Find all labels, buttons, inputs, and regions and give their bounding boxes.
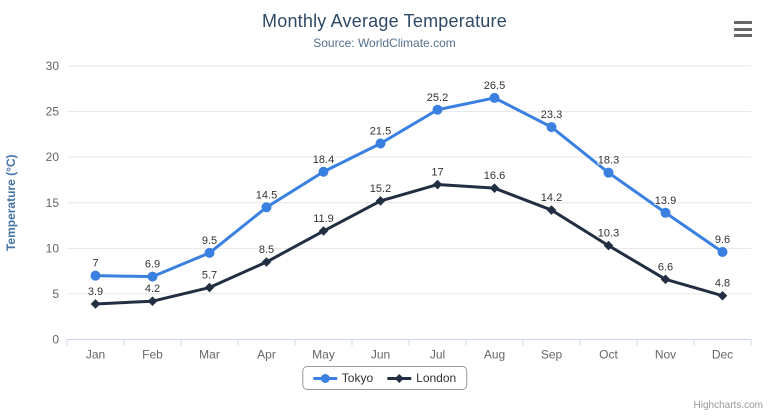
y-axis-label: 10 — [46, 241, 60, 255]
data-label: 8.5 — [259, 244, 274, 256]
tokyo-series-marker-icon — [312, 372, 337, 385]
hamburger-icon — [734, 21, 752, 24]
y-axis-label: 25 — [46, 105, 60, 119]
data-point-tokyo[interactable] — [90, 270, 101, 281]
data-label: 14.2 — [541, 192, 562, 204]
data-label: 5.7 — [202, 270, 217, 282]
data-label: 16.6 — [484, 170, 505, 182]
data-label: 7 — [92, 258, 98, 270]
x-axis-label: Jun — [371, 348, 390, 362]
data-point-london[interactable] — [489, 183, 500, 193]
data-label: 23.3 — [541, 109, 562, 121]
data-point-london[interactable] — [717, 290, 728, 301]
data-point-london[interactable] — [546, 205, 557, 215]
data-point-london[interactable] — [318, 226, 329, 236]
data-label: 4.8 — [715, 278, 730, 290]
data-label: 6.9 — [145, 259, 160, 271]
legend-label-london: London — [416, 371, 457, 385]
data-point-tokyo[interactable] — [432, 104, 443, 115]
data-label: 3.9 — [88, 286, 103, 298]
chart-subtitle: Source: WorldClimate.com — [313, 36, 456, 50]
x-axis-label: Apr — [257, 348, 276, 362]
london-series-marker-icon — [387, 372, 412, 385]
legend-label-tokyo: Tokyo — [341, 371, 374, 385]
data-point-tokyo[interactable] — [489, 92, 500, 103]
data-label: 26.5 — [484, 80, 505, 92]
data-label: 25.2 — [427, 92, 448, 104]
series-line-london — [94, 183, 724, 306]
data-point-london[interactable] — [432, 179, 443, 190]
data-point-tokyo[interactable] — [603, 167, 614, 178]
data-label: 21.5 — [370, 125, 391, 137]
data-point-london[interactable] — [147, 296, 158, 307]
data-point-london[interactable] — [261, 257, 272, 267]
data-label: 18.4 — [313, 154, 334, 166]
data-point-london[interactable] — [204, 282, 215, 293]
data-point-tokyo[interactable] — [546, 122, 557, 133]
data-point-london[interactable] — [375, 196, 386, 206]
x-axis-label: Sep — [541, 348, 563, 362]
hamburger-icon — [734, 27, 752, 31]
data-label: 10.3 — [598, 228, 619, 240]
legend-item-london[interactable]: London — [387, 371, 456, 385]
data-point-tokyo[interactable] — [147, 271, 158, 282]
data-point-london[interactable] — [660, 274, 671, 285]
data-label: 6.6 — [658, 261, 673, 273]
y-axis-label: 5 — [52, 287, 59, 301]
legend: Tokyo London — [301, 366, 468, 390]
data-label: 9.5 — [202, 235, 217, 247]
data-label: 9.6 — [715, 234, 730, 246]
data-label: 4.2 — [145, 283, 160, 295]
data-point-tokyo[interactable] — [318, 166, 329, 177]
x-axis-label: Aug — [484, 348, 505, 362]
credits-link[interactable]: Highcharts.com — [693, 400, 763, 411]
data-point-tokyo[interactable] — [204, 247, 215, 258]
hamburger-menu-button[interactable] — [734, 20, 754, 38]
series-line-tokyo — [94, 96, 724, 279]
x-axis-label: Jan — [86, 348, 105, 362]
x-axis-label: Jul — [430, 348, 445, 362]
data-point-tokyo[interactable] — [261, 202, 272, 213]
y-axis-label: 15 — [46, 196, 60, 210]
x-axis-label: May — [312, 348, 335, 362]
y-axis-label: 20 — [46, 150, 60, 164]
data-point-london[interactable] — [603, 240, 614, 251]
data-label: 13.9 — [655, 195, 676, 207]
data-point-london[interactable] — [90, 299, 101, 309]
y-axis-label: 0 — [52, 333, 59, 347]
data-point-tokyo[interactable] — [717, 246, 728, 257]
x-axis-label: Mar — [199, 348, 220, 362]
x-axis-label: Oct — [599, 348, 618, 362]
data-label: 15.2 — [370, 183, 391, 195]
data-label: 17 — [431, 167, 443, 179]
x-axis-label: Feb — [142, 348, 163, 362]
x-axis-label: Nov — [655, 348, 676, 362]
data-label: 14.5 — [256, 189, 277, 201]
data-point-tokyo[interactable] — [375, 138, 386, 149]
hamburger-icon — [734, 34, 752, 37]
data-label: 11.9 — [313, 213, 334, 225]
chart-title: Monthly Average Temperature — [262, 11, 507, 31]
x-axis-label: Dec — [712, 348, 733, 362]
y-axis-label: 30 — [46, 59, 60, 73]
legend-item-tokyo[interactable]: Tokyo — [312, 371, 374, 385]
data-label: 18.3 — [598, 155, 619, 167]
data-point-tokyo[interactable] — [660, 207, 671, 218]
y-axis-title: Temperature (°C) — [4, 154, 18, 251]
